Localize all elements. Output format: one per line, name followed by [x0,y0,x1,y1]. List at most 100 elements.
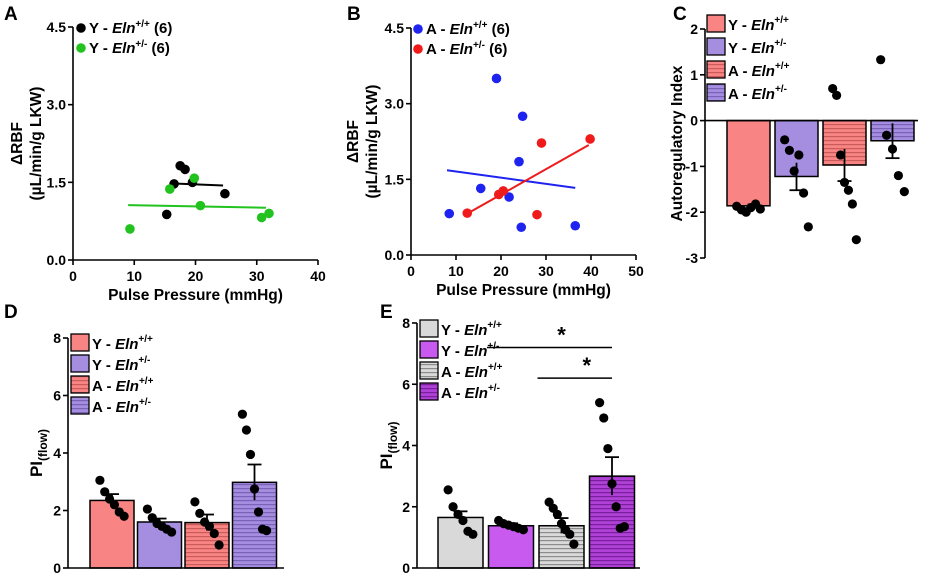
legend-entry: Y - Eln+/- [728,38,786,57]
x-tick-label: 30 [538,263,554,279]
legend-prefix: Y - [728,40,751,57]
y-tick-label: 6 [53,388,61,404]
data-point [237,409,247,419]
legend-entry: A - Eln+/+ (6) [426,20,510,38]
data-point [468,529,478,539]
legend-prefix: A - [92,378,116,395]
y-tick-label: 4 [53,445,61,461]
legend-genotype: +/+ [487,320,502,331]
y-axis-label-line2: (µL/min/g LKW) [364,85,381,199]
legend-prefix: Y - [728,17,751,34]
legend-genotype: +/- [139,397,151,408]
x-tick-label: 20 [188,268,204,284]
panel-label-b: B [347,4,361,25]
legend-genotype: +/+ [774,15,789,26]
panel-a-scatter: 0.0 1.5 3.0 4.5 0 10 20 30 40 Pulse Pressure (mmH… [9,19,326,304]
y-tick-label: 0 [402,560,410,576]
legend-swatch [706,14,726,33]
y-tick-label: 8 [53,330,61,346]
y-tick-label: 0.0 [385,247,405,263]
significance-star: * [582,353,591,378]
data-point [241,425,252,435]
y-tick-label: 8 [402,315,410,331]
legend-genotype: +/- [487,341,499,352]
y-tick-label: 3.0 [47,97,67,113]
x-axis-label: Pulse Pressure (mmHg) [108,287,283,304]
legend-entry: A - Eln+/- [728,84,787,103]
y-axis-label-sub: (flow) [36,429,50,461]
legend-entry: Y - Eln+/- [441,341,499,360]
data-point [214,540,224,550]
legend-swatch [419,340,439,359]
regression-line [446,169,576,189]
x-tick-label: 50 [628,263,644,279]
legend-prefix: Y - [89,40,112,57]
data-point [245,449,256,460]
legend-genotype: +/+ [775,61,790,72]
legend-entry: A - Eln+/- [441,383,500,402]
data-point [881,130,892,140]
legend-gene: Eln [116,399,139,416]
y-axis-label: PI(flow) [27,429,50,477]
data-point [536,138,547,148]
data-point [195,508,205,518]
y-axis-label-main: PI [377,453,396,469]
legend-gene: Eln [115,336,138,353]
legend-genotype: +/+ [473,20,488,31]
legend-gene: Eln [751,17,774,34]
panel-label-d: D [4,302,18,323]
legend-n: (6) [150,20,173,37]
data-point [504,192,514,202]
bar [437,516,484,569]
data-point [518,525,528,535]
legend-n: (6) [487,21,510,38]
data-point [899,186,909,197]
y-axis-label: Autoregulatory Index [669,65,686,221]
panel-label-a: A [4,4,18,25]
data-point [794,150,804,160]
data-point [161,209,172,220]
legend-prefix: A - [426,21,450,38]
y-tick-label: 1.5 [385,171,405,187]
x-tick-label: 30 [249,268,265,284]
y-tick-label: 4.5 [385,20,405,36]
legend-gene: Eln [465,364,488,381]
data-point [262,526,272,536]
legend-swatch [706,60,726,79]
y-tick-label: 2 [53,503,61,519]
legend-gene: Eln [115,357,138,374]
legend-gene: Eln [751,40,774,57]
data-point [443,485,453,495]
data-point [599,413,609,423]
legend-swatch [70,396,90,415]
y-axis-label-line2: (µL/min/g LKW) [28,87,45,201]
legend-prefix: Y - [92,336,115,353]
legend-swatch [70,333,90,352]
data-point [843,185,854,195]
y-tick-label: 2 [402,499,410,515]
y-tick-label: -1 [686,158,699,174]
y-tick-label: 0.0 [47,252,67,268]
legend-entry: A - Eln+/+ [441,362,503,381]
legend-swatch [70,354,90,373]
data-point [755,204,765,214]
legend-prefix: Y - [92,357,115,374]
x-tick-label: 0 [69,268,77,284]
legend-gene: Eln [450,41,473,58]
legend-genotype: +/- [488,383,500,394]
data-point [832,90,842,101]
legend-swatch [419,319,439,338]
legend-entry: Y - Eln+/+ (6) [89,19,172,37]
legend-swatch [70,375,90,394]
legend-swatch [706,37,726,56]
y-axis-label: PI(flow) [377,421,400,469]
legend-prefix: A - [92,399,116,416]
legend-genotype: +/+ [139,376,154,387]
x-tick-label: 10 [126,268,142,284]
y-tick-label: 0 [690,113,698,129]
bar [89,499,135,569]
legend-marker [76,43,86,53]
data-point [189,173,200,183]
data-point [569,539,579,549]
